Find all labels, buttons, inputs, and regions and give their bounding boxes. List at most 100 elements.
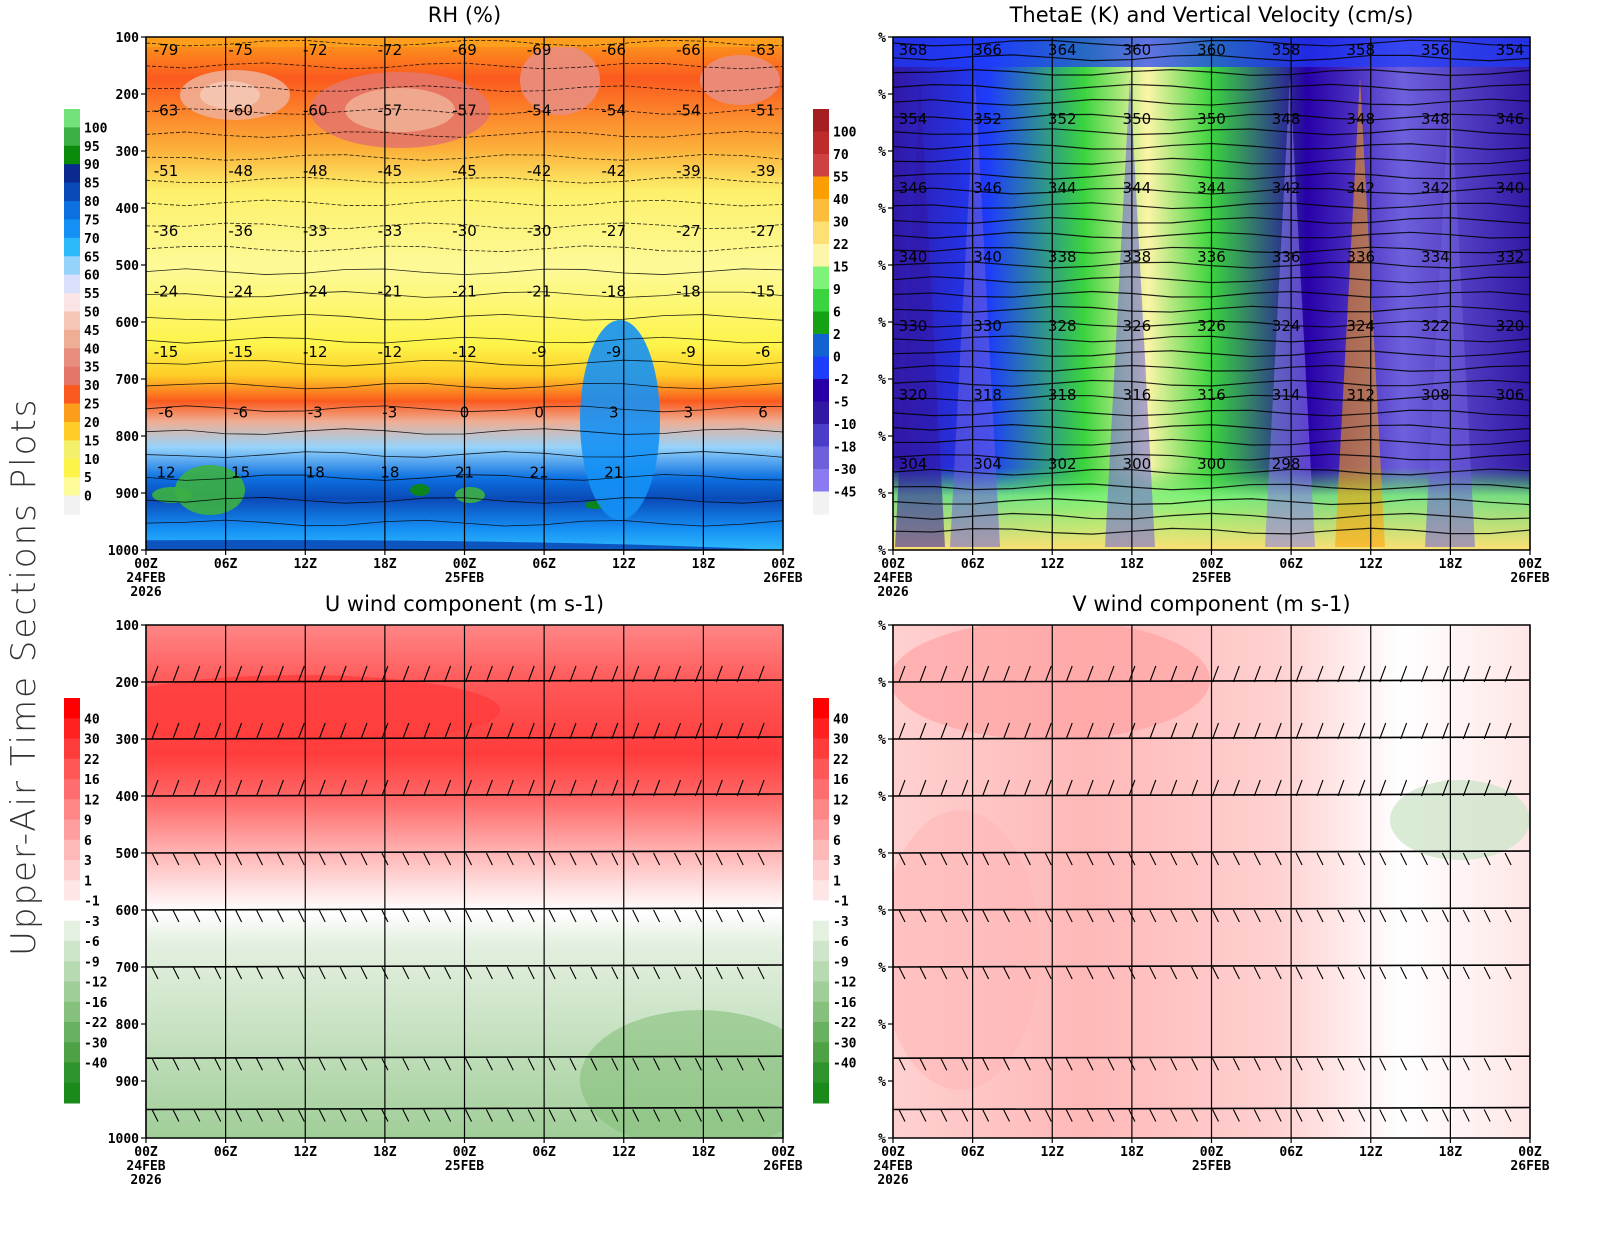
wind-barb xyxy=(172,779,180,797)
wind-barb xyxy=(1044,779,1052,797)
wind-barb xyxy=(548,909,556,923)
x-tick-label: 18Z xyxy=(692,1145,716,1160)
wind-barb xyxy=(1149,665,1157,683)
colorbar-swatch xyxy=(64,274,80,294)
shaded-patch xyxy=(893,810,1040,1090)
wind-barb xyxy=(675,1155,681,1167)
wind-barb xyxy=(1337,966,1345,980)
wind-barb xyxy=(444,852,452,866)
wind-barb xyxy=(1107,665,1115,683)
wind-barb xyxy=(255,722,264,740)
wind-barb xyxy=(402,966,410,980)
wind-barb xyxy=(1441,779,1449,797)
wind-barb xyxy=(361,1155,367,1167)
contour-label: -45 xyxy=(378,162,403,180)
contour-label: -12 xyxy=(378,343,403,361)
wind-barb xyxy=(193,1057,201,1071)
colorbar-label: -9 xyxy=(833,955,849,970)
y-tick-label: % xyxy=(878,202,886,217)
contour-label: -48 xyxy=(228,162,253,180)
wind-barb xyxy=(1066,1155,1072,1167)
colorbar-label: 6 xyxy=(833,306,841,321)
wind-barb xyxy=(527,779,535,797)
x-tick-label: 00Z xyxy=(881,557,905,572)
contour-label: 368 xyxy=(899,41,928,59)
wind-barb xyxy=(339,1057,347,1071)
wind-barb xyxy=(506,665,514,683)
colorbar-label: -40 xyxy=(833,1057,857,1072)
wind-barb xyxy=(674,909,681,923)
wind-barb xyxy=(736,966,744,980)
colorbar-swatch xyxy=(813,131,829,155)
colorbar-label: -40 xyxy=(84,1057,108,1072)
x-tick-label: 12Z xyxy=(612,557,636,572)
wind-barb xyxy=(590,852,598,866)
contour-label: 356 xyxy=(1421,41,1450,59)
colorbar-label: -22 xyxy=(833,1016,856,1031)
wind-barb xyxy=(569,909,577,923)
wind-barb xyxy=(1358,722,1366,740)
wind-barb xyxy=(402,1057,410,1071)
contour-label: -66 xyxy=(676,41,701,59)
colorbar-label: 16 xyxy=(84,773,100,788)
colorbar-label: 9 xyxy=(833,814,841,829)
wind-barb xyxy=(1441,722,1449,740)
contour-label: 12 xyxy=(156,464,175,482)
wind-barb xyxy=(1441,665,1449,683)
wind-barb xyxy=(423,966,431,980)
contour-label: -39 xyxy=(751,162,776,180)
wind-barb xyxy=(1044,1057,1052,1071)
wind-barb xyxy=(1421,966,1428,980)
wind-barb xyxy=(1107,779,1115,797)
wind-barb xyxy=(1171,1155,1177,1167)
wind-barb xyxy=(1253,779,1261,797)
x-tick-label: 00Z xyxy=(1518,557,1542,572)
colorbar-swatch xyxy=(813,758,829,780)
contour-label: -51 xyxy=(751,101,776,119)
wind-barb xyxy=(1191,1057,1199,1071)
wind-barb xyxy=(1358,966,1366,980)
wind-barb xyxy=(193,1109,201,1122)
wind-barb xyxy=(715,909,723,923)
y-tick-label: 300 xyxy=(116,145,140,160)
contour-label: 21 xyxy=(604,464,623,482)
wind-barb xyxy=(1107,722,1115,740)
wind-barb xyxy=(1211,665,1220,683)
wind-barb xyxy=(1212,1057,1219,1071)
y-tick-label: % xyxy=(878,733,886,748)
wind-barb xyxy=(1002,665,1011,683)
wind-barb xyxy=(1170,1057,1178,1071)
wind-barb xyxy=(1150,1155,1156,1167)
contour-label: -79 xyxy=(154,41,179,59)
wind-barb xyxy=(1149,966,1157,980)
wind-barb xyxy=(1004,1155,1010,1167)
y-tick-label: % xyxy=(878,904,886,919)
wind-barb xyxy=(276,779,284,797)
wind-barb xyxy=(982,665,990,683)
x-tick-label: 00Z xyxy=(453,1145,477,1160)
wind-barb xyxy=(715,1109,723,1122)
wind-barb xyxy=(485,852,493,866)
x-date-label: 25FEB xyxy=(445,1159,484,1174)
wind-barb xyxy=(1003,1109,1010,1122)
wind-barb xyxy=(318,909,326,923)
colorbar-swatch xyxy=(813,176,829,200)
wind-barb xyxy=(1420,722,1429,740)
wind-barb xyxy=(1483,909,1491,923)
contour-label: 320 xyxy=(899,386,928,404)
wind-barb xyxy=(193,852,201,866)
shaded-patch xyxy=(146,675,500,745)
contour-label: 338 xyxy=(1048,248,1077,266)
colorbar-label: 100 xyxy=(833,126,857,141)
wind-barb xyxy=(548,722,556,740)
wind-barb xyxy=(1504,665,1512,683)
shaded-patch xyxy=(580,320,660,520)
y-tick-label: 700 xyxy=(116,373,140,388)
contour-label: -24 xyxy=(228,283,253,301)
contour-label: -39 xyxy=(676,162,701,180)
wind-barb xyxy=(235,852,243,866)
colorbar-swatch xyxy=(64,366,80,386)
wind-barb xyxy=(1003,852,1010,866)
wind-barb xyxy=(1441,1057,1449,1071)
wind-barb xyxy=(653,722,661,740)
